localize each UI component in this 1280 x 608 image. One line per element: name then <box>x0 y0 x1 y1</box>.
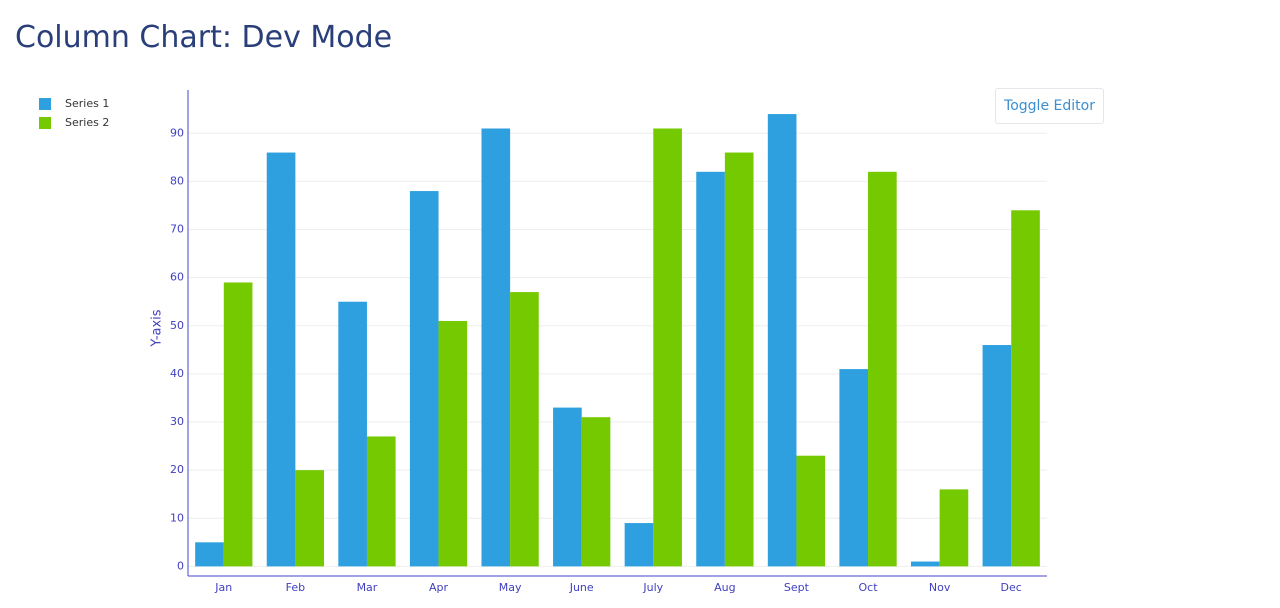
x-tick-label: May <box>499 581 522 594</box>
bar <box>910 561 940 567</box>
bar <box>581 417 611 567</box>
bar <box>696 171 725 567</box>
bar <box>868 171 897 567</box>
chart-title: Column Chart: Dev Mode <box>15 20 393 55</box>
bar <box>624 523 654 567</box>
y-tick-label: 90 <box>170 126 184 139</box>
bar <box>796 455 826 567</box>
bar <box>1011 210 1040 567</box>
x-tick-label: June <box>569 581 594 594</box>
x-tick-label: Jan <box>214 581 232 594</box>
x-tick-label: July <box>642 581 663 594</box>
y-tick-label: 30 <box>170 415 184 428</box>
bar <box>366 436 396 567</box>
bar <box>553 407 582 567</box>
bar <box>653 128 682 567</box>
x-tick-label: Sept <box>784 581 810 594</box>
x-tick-label: Feb <box>286 581 305 594</box>
bar <box>767 114 797 567</box>
y-tick-label: 80 <box>170 174 184 187</box>
bar <box>409 191 439 567</box>
bar <box>724 152 754 567</box>
x-tick-label: Dec <box>1001 581 1022 594</box>
bar <box>195 542 224 567</box>
x-tick-label: Oct <box>859 581 879 594</box>
bar <box>481 128 511 567</box>
bar <box>295 470 325 567</box>
y-tick-label: 0 <box>177 559 184 572</box>
legend-label: Series 1 <box>65 97 109 110</box>
x-tick-label: Nov <box>929 581 951 594</box>
bar <box>438 320 468 567</box>
bar <box>338 301 367 567</box>
legend-label: Series 2 <box>65 116 109 129</box>
bar <box>266 152 296 567</box>
bar <box>839 369 869 567</box>
y-tick-label: 10 <box>170 511 184 524</box>
y-tick-label: 70 <box>170 223 184 236</box>
y-tick-label: 50 <box>170 319 184 332</box>
x-tick-label: Mar <box>357 581 378 594</box>
legend-swatch <box>39 117 51 129</box>
y-tick-label: 20 <box>170 463 184 476</box>
bar <box>939 489 969 567</box>
x-tick-label: Aug <box>714 581 735 594</box>
y-tick-label: 40 <box>170 367 184 380</box>
x-tick-label: Apr <box>429 581 449 594</box>
bar <box>510 292 539 567</box>
y-axis-label: Y-axis <box>150 309 165 347</box>
legend-swatch <box>39 98 51 110</box>
y-tick-label: 60 <box>170 271 184 284</box>
toggle-editor-button[interactable]: Toggle Editor <box>995 88 1104 124</box>
bar <box>982 345 1012 567</box>
bar <box>223 282 253 567</box>
